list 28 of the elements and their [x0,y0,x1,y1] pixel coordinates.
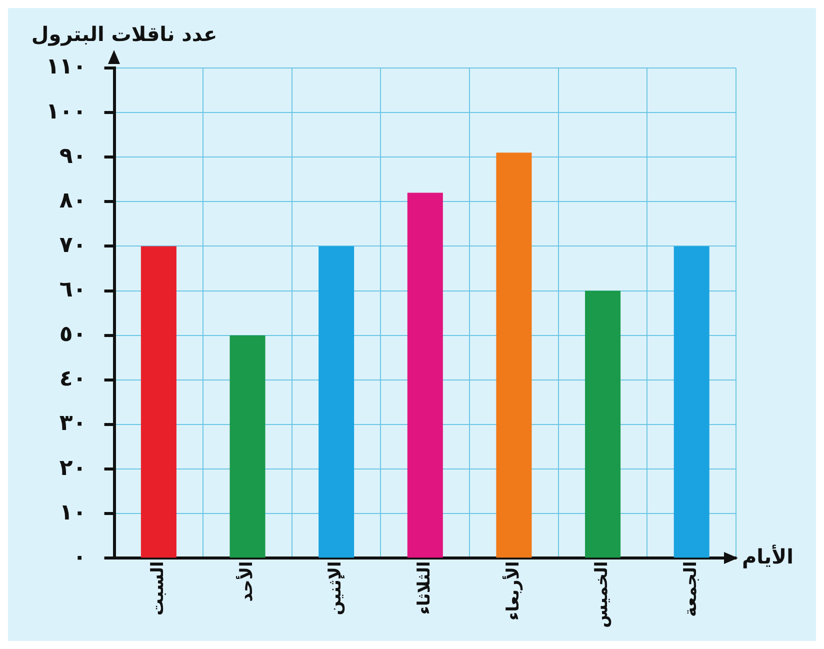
y-tick-label: ٤٠ [59,366,86,392]
bar [318,246,354,558]
bar [674,246,710,558]
x-tick-label: الإثنين [326,561,346,616]
x-tick-label: الأربعاء [501,561,524,620]
y-tick-label: ٢٠ [59,456,86,481]
bar [496,152,532,558]
y-tick-label: ١١٠ [46,54,86,80]
y-tick-label: ٥٠ [59,322,86,348]
y-tick-label: ٦٠ [59,278,86,303]
y-tick-label: ١٠٠ [46,99,86,124]
bar [407,192,443,558]
x-tick-label: الخميس [592,561,612,628]
y-tick-label: ٧٠ [59,232,86,258]
y-tick-label: ١٠ [59,500,86,526]
bar [230,335,266,558]
y-tick-label: ٩٠ [59,144,86,169]
y-tick-label: ٨٠ [59,188,86,214]
y-tick-label: ٠ [72,544,86,570]
bar [585,290,621,558]
y-axis-title: عدد ناقلات البترول [31,22,218,46]
bar [140,246,176,558]
x-tick-label: الجمعة [681,561,702,617]
x-tick-label: الثلاثاء [414,561,435,615]
x-tick-label: الأحد [234,561,257,602]
x-tick-label: السبت [148,561,168,616]
y-tick-label: ٣٠ [59,411,86,436]
x-axis-title: الأيام [742,544,794,568]
